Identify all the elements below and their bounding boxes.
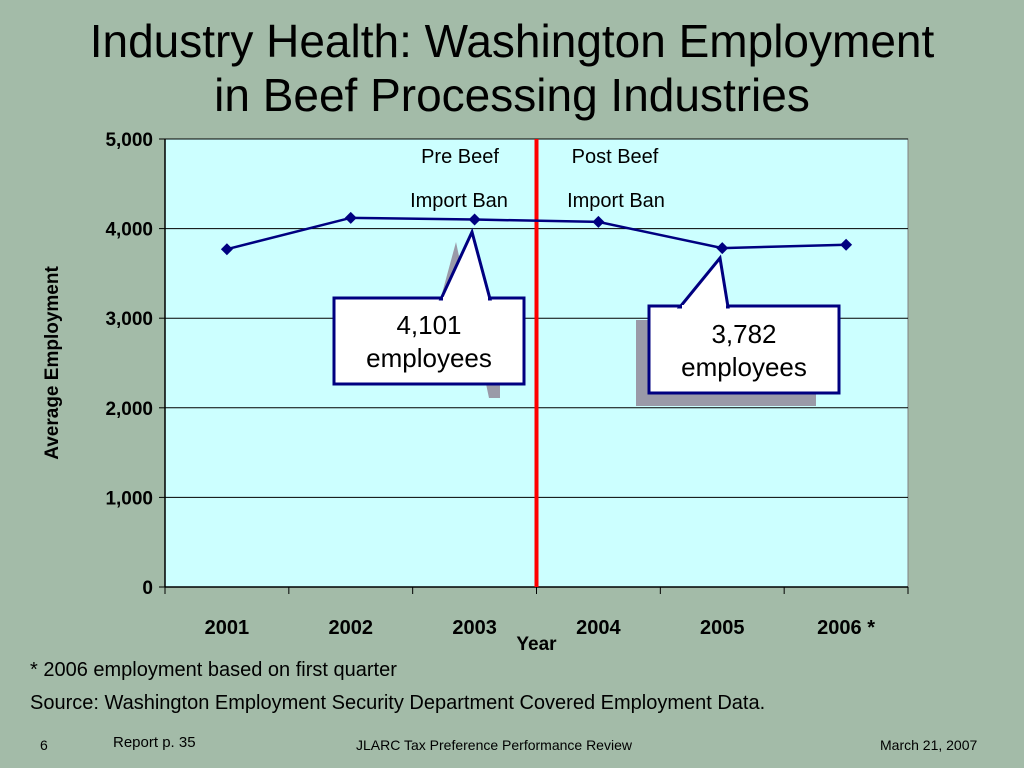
report-reference: Report p. 35 <box>113 734 196 751</box>
slide-title: Industry Health: Washington Employment i… <box>0 14 1024 122</box>
y-tick-label: 2,000 <box>105 399 153 420</box>
y-axis-label: Average Employment <box>42 266 63 460</box>
callout-2003-value: 4,101 <box>396 310 461 340</box>
title-line-1: Industry Health: Washington Employment <box>89 15 935 67</box>
pre-ban-label-line-1: Pre Beef <box>421 146 499 168</box>
x-axis-label: Year <box>516 634 557 655</box>
footnote: * 2006 employment based on first quarter <box>30 659 397 681</box>
y-tick-label: 4,000 <box>105 220 153 241</box>
data-point-marker <box>344 211 357 224</box>
data-point-marker <box>220 243 233 256</box>
y-tick-label: 0 <box>142 578 153 599</box>
x-tick-label: 2005 <box>700 617 745 639</box>
post-ban-label-line-2: Import Ban <box>567 190 665 212</box>
callout-2005-value: 3,782 <box>711 319 776 349</box>
series-line <box>226 216 847 251</box>
y-tick-label: 3,000 <box>105 309 153 330</box>
data-point-marker <box>592 215 605 228</box>
footer-title: JLARC Tax Preference Performance Review <box>356 737 632 753</box>
y-tick-label: 1,000 <box>105 488 153 509</box>
callout-2003: 4,101 employees <box>320 227 526 398</box>
x-tick-label: 2003 <box>452 617 497 639</box>
x-tick-label: 2006 * <box>817 617 875 639</box>
data-point-marker <box>716 242 729 255</box>
x-axis-ticks: 2001 2002 2003 2004 2005 2006 * <box>164 587 909 639</box>
source-note: Source: Washington Employment Security D… <box>30 692 766 714</box>
footer-date: March 21, 2007 <box>880 737 978 753</box>
y-tick-label: 5,000 <box>105 130 153 151</box>
pre-ban-label-line-2: Import Ban <box>410 190 508 212</box>
title-line-2: in Beef Processing Industries <box>214 69 810 121</box>
y-axis-ticks: 0 1,000 2,000 3,000 4,000 5,000 <box>105 130 908 599</box>
data-point-marker <box>468 213 481 226</box>
x-tick-label: 2002 <box>329 617 374 639</box>
callout-2005-box <box>647 304 841 395</box>
callout-2005-unit: employees <box>681 352 807 382</box>
x-tick-label: 2001 <box>205 617 250 639</box>
page-number: 6 <box>40 737 48 753</box>
callout-2003-unit: employees <box>366 343 492 373</box>
data-point-marker <box>840 238 853 251</box>
x-tick-label: 2004 <box>576 617 621 639</box>
series-markers <box>220 211 853 256</box>
post-ban-label-line-1: Post Beef <box>572 146 659 168</box>
callout-2005: 3,782 employees <box>636 254 841 406</box>
